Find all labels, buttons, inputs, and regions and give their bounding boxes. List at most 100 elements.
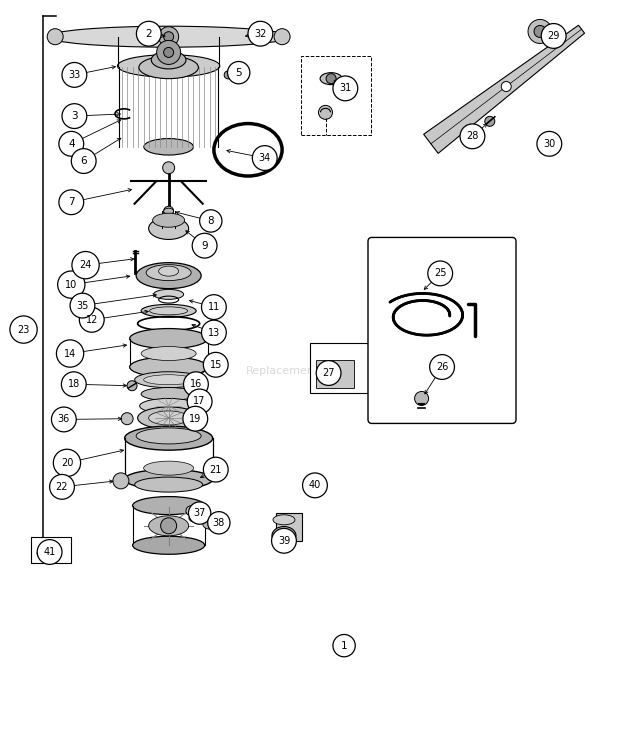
Ellipse shape [136, 263, 201, 288]
Circle shape [164, 47, 174, 58]
Ellipse shape [139, 56, 198, 79]
Text: 18: 18 [68, 379, 80, 389]
Text: 13: 13 [208, 327, 220, 338]
Circle shape [47, 28, 63, 45]
Ellipse shape [159, 266, 179, 276]
Ellipse shape [133, 497, 205, 515]
Circle shape [252, 145, 277, 171]
Circle shape [333, 634, 355, 657]
Circle shape [485, 116, 495, 127]
Text: 30: 30 [543, 139, 556, 149]
Ellipse shape [130, 329, 208, 348]
Text: 16: 16 [190, 379, 202, 389]
Circle shape [161, 518, 177, 534]
Circle shape [303, 473, 327, 498]
Circle shape [70, 293, 95, 318]
Bar [316, 360, 354, 388]
Bar [310, 343, 368, 393]
Ellipse shape [189, 515, 203, 522]
Ellipse shape [141, 387, 196, 401]
Ellipse shape [144, 461, 193, 475]
Text: 31: 31 [339, 83, 352, 94]
Ellipse shape [125, 426, 213, 450]
Text: 34: 34 [259, 153, 271, 163]
Circle shape [186, 506, 196, 516]
Text: 22: 22 [56, 482, 68, 492]
Ellipse shape [149, 411, 188, 425]
Circle shape [50, 474, 74, 500]
FancyBboxPatch shape [368, 237, 516, 423]
Circle shape [56, 340, 84, 367]
Ellipse shape [151, 51, 186, 69]
Circle shape [157, 40, 180, 64]
Circle shape [164, 206, 174, 216]
Circle shape [202, 294, 226, 320]
Text: 20: 20 [61, 458, 73, 468]
Text: 41: 41 [43, 547, 56, 557]
Text: 11: 11 [208, 302, 220, 312]
Circle shape [187, 389, 212, 414]
Text: 37: 37 [193, 508, 206, 518]
Circle shape [501, 82, 512, 91]
Circle shape [10, 316, 37, 343]
Circle shape [121, 413, 133, 425]
Text: 19: 19 [189, 413, 202, 424]
Circle shape [460, 124, 485, 149]
Circle shape [51, 407, 76, 432]
Text: 12: 12 [86, 315, 98, 325]
Ellipse shape [272, 527, 296, 545]
Circle shape [333, 76, 358, 101]
Text: 7: 7 [68, 197, 74, 207]
Text: 4: 4 [68, 139, 74, 149]
Ellipse shape [318, 368, 338, 384]
Circle shape [164, 31, 174, 42]
Ellipse shape [154, 289, 184, 300]
Circle shape [319, 106, 332, 119]
Circle shape [208, 512, 230, 534]
Text: 39: 39 [278, 536, 290, 546]
Circle shape [71, 148, 96, 174]
Circle shape [541, 23, 566, 49]
Circle shape [203, 352, 228, 377]
Text: 26: 26 [436, 362, 448, 372]
Ellipse shape [141, 304, 196, 318]
Ellipse shape [273, 515, 295, 525]
Circle shape [46, 551, 56, 562]
Text: 14: 14 [64, 348, 76, 359]
Text: 10: 10 [65, 279, 78, 290]
Circle shape [203, 457, 228, 482]
Ellipse shape [118, 55, 220, 77]
Circle shape [162, 162, 175, 174]
Ellipse shape [48, 26, 290, 47]
Circle shape [304, 478, 311, 485]
Text: 38: 38 [213, 518, 225, 528]
Circle shape [59, 189, 84, 215]
Text: 35: 35 [76, 300, 89, 311]
Circle shape [184, 372, 208, 397]
Circle shape [62, 103, 87, 129]
Circle shape [202, 320, 226, 345]
Ellipse shape [149, 307, 188, 315]
Circle shape [188, 502, 211, 524]
Circle shape [528, 19, 552, 43]
Circle shape [53, 449, 81, 476]
Bar [276, 513, 302, 541]
Text: 27: 27 [322, 368, 335, 378]
Bar [301, 56, 371, 135]
Circle shape [326, 73, 336, 84]
Text: 21: 21 [210, 464, 222, 475]
Ellipse shape [125, 470, 213, 489]
Circle shape [136, 21, 161, 46]
Text: 6: 6 [81, 156, 87, 166]
Ellipse shape [144, 374, 193, 385]
Circle shape [428, 261, 453, 286]
Text: 32: 32 [254, 28, 267, 39]
Circle shape [59, 131, 84, 157]
Ellipse shape [153, 213, 185, 227]
Ellipse shape [136, 428, 201, 444]
Ellipse shape [130, 357, 208, 377]
Circle shape [272, 528, 296, 554]
Text: ReplacementParts.com: ReplacementParts.com [246, 366, 374, 376]
Ellipse shape [133, 536, 205, 554]
Text: 40: 40 [309, 480, 321, 491]
